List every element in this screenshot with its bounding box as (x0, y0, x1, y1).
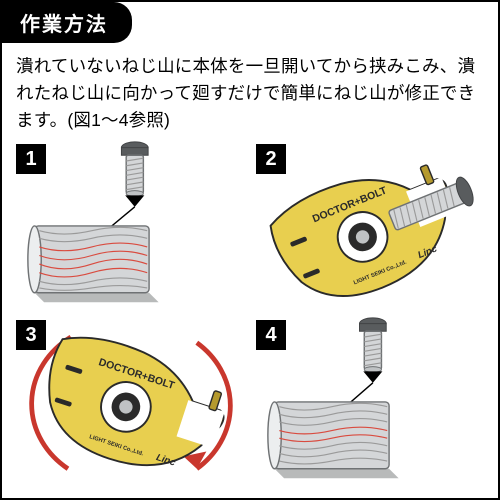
step-label: 4 (265, 324, 276, 347)
instruction-text: 潰れていないねじ山に本体を一旦開いてから挟みこみ、潰れたねじ山に向かって廻すだけ… (2, 43, 498, 140)
step-4: 4 (252, 316, 488, 488)
steps-grid: 1 (2, 140, 498, 498)
step-2-figure: DOCTOR+BOLT LIGHT SEIKI Co.,Ltd. Linc (252, 140, 488, 312)
step-3: 3 (12, 316, 248, 488)
step-2: 2 (252, 140, 488, 312)
step-3-figure: DOCTOR+BOLT LIGHT SEIKI Co.,Ltd. Linc (12, 316, 248, 488)
step-badge-2: 2 (256, 144, 286, 174)
step-label: 1 (25, 148, 36, 171)
step-label: 2 (265, 148, 276, 171)
header-title: 作業方法 (20, 14, 108, 36)
step-badge-1: 1 (16, 144, 46, 174)
step-1: 1 (12, 140, 248, 312)
section-header: 作業方法 (2, 2, 132, 43)
step-1-figure (12, 140, 248, 312)
step-badge-4: 4 (256, 320, 286, 350)
instruction-panel: 作業方法 潰れていないねじ山に本体を一旦開いてから挟みこみ、潰れたねじ山に向かっ… (0, 0, 500, 500)
step-label: 3 (25, 324, 36, 347)
step-badge-3: 3 (16, 320, 46, 350)
step-4-figure (252, 316, 488, 488)
